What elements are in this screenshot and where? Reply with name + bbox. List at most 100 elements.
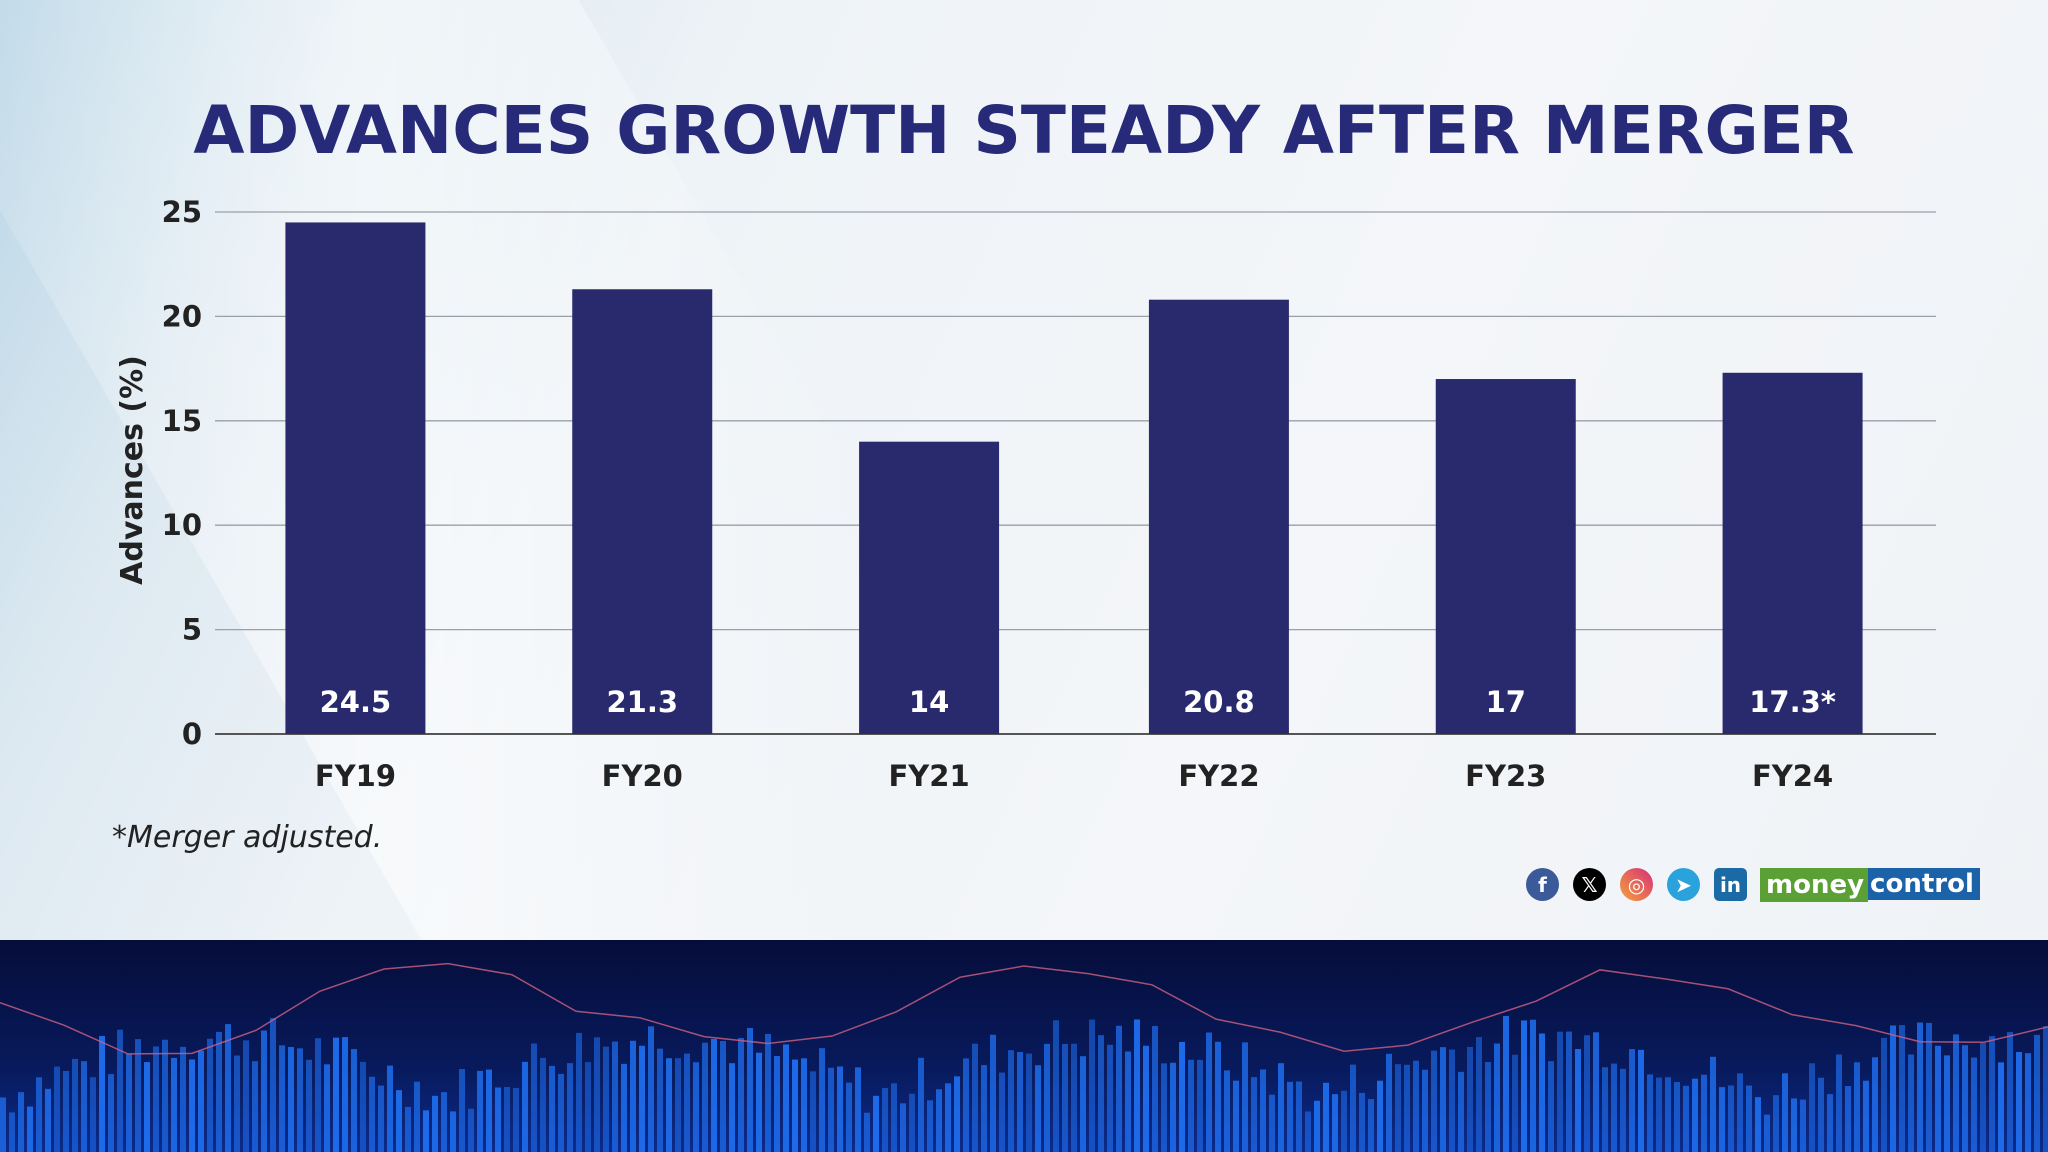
- bar: [285, 222, 426, 734]
- banner-bar: [1413, 1060, 1419, 1152]
- banner-bar: [1728, 1085, 1734, 1152]
- banner-bar: [981, 1065, 987, 1152]
- social-links: f 𝕏 ◎ ➤ in: [1526, 868, 1747, 901]
- banner-bar: [1701, 1074, 1707, 1152]
- banner-bar: [1971, 1057, 1977, 1152]
- banner-bar: [918, 1057, 924, 1152]
- banner-bar: [414, 1081, 420, 1152]
- banner-bar: [1296, 1081, 1302, 1152]
- banner-bar: [243, 1040, 249, 1152]
- banner-bar: [1575, 1048, 1581, 1152]
- banner-bar: [1764, 1114, 1770, 1152]
- banner-bar: [846, 1082, 852, 1152]
- banner-bar: [1071, 1043, 1077, 1152]
- banner-bar: [405, 1106, 411, 1152]
- banner-bar: [72, 1058, 78, 1152]
- banner-bar: [837, 1066, 843, 1152]
- banner-bar: [1377, 1080, 1383, 1152]
- banner-bar: [2007, 1032, 2013, 1152]
- banner-bar: [459, 1068, 465, 1152]
- banner-bar: [612, 1041, 618, 1152]
- banner-bar: [1125, 1051, 1131, 1152]
- linkedin-icon[interactable]: in: [1714, 868, 1747, 901]
- x-tick-label: FY22: [1178, 759, 1259, 793]
- banner-bar: [1386, 1053, 1392, 1152]
- banner-bar: [738, 1038, 744, 1152]
- banner-bar: [531, 1043, 537, 1152]
- banner-bar: [117, 1029, 123, 1152]
- banner-bar: [774, 1056, 780, 1152]
- banner-bar: [1719, 1087, 1725, 1152]
- y-tick-label: 10: [162, 508, 202, 542]
- banner-bar: [279, 1045, 285, 1152]
- banner-bar: [1593, 1032, 1599, 1152]
- banner-bar: [1134, 1019, 1140, 1152]
- banner-bar: [1665, 1077, 1671, 1152]
- banner-bar: [1755, 1097, 1761, 1152]
- banner-bar: [693, 1062, 699, 1152]
- banner-bar: [1530, 1019, 1536, 1152]
- banner-bar: [702, 1042, 708, 1152]
- data-label: 17: [1486, 685, 1526, 719]
- x-icon[interactable]: 𝕏: [1573, 868, 1606, 901]
- facebook-icon[interactable]: f: [1526, 868, 1559, 901]
- telegram-icon[interactable]: ➤: [1667, 868, 1700, 901]
- banner-bar: [1242, 1042, 1248, 1152]
- banner-bar: [1035, 1065, 1041, 1152]
- banner-bar: [639, 1045, 645, 1152]
- logo-part-money: money: [1760, 868, 1869, 902]
- banner-bar: [675, 1058, 681, 1152]
- banner-bar: [1827, 1094, 1833, 1152]
- banner-bar: [1476, 1037, 1482, 1152]
- banner-bar: [342, 1037, 348, 1152]
- banner-bar: [1818, 1077, 1824, 1152]
- banner-line: [0, 962, 2048, 1055]
- banner-bar: [1215, 1041, 1221, 1152]
- y-axis-label: Advances (%): [115, 355, 150, 585]
- banner-bar: [252, 1061, 258, 1152]
- banner-bar: [1395, 1064, 1401, 1152]
- banner-bar: [1485, 1062, 1491, 1152]
- banner-bar: [1287, 1081, 1293, 1152]
- banner-bar: [747, 1027, 753, 1152]
- banner-bar: [549, 1065, 555, 1152]
- banner-bar: [153, 1046, 159, 1152]
- banner-bar: [1350, 1064, 1356, 1152]
- banner-bar: [1233, 1080, 1239, 1152]
- banner-bar: [1449, 1049, 1455, 1152]
- banner-bar: [1062, 1043, 1068, 1152]
- banner-bar: [1980, 1042, 1986, 1152]
- banner-bar: [18, 1092, 24, 1152]
- banner-bar: [972, 1043, 978, 1152]
- banner-bar: [2016, 1052, 2022, 1152]
- banner-bar: [1404, 1064, 1410, 1152]
- banner-bar: [1260, 1069, 1266, 1152]
- banner-bar: [207, 1038, 213, 1152]
- banner-bar: [783, 1044, 789, 1152]
- banner-bar: [1251, 1077, 1257, 1152]
- banner-bar: [1044, 1043, 1050, 1152]
- banner-bar: [1179, 1041, 1185, 1152]
- banner-bar: [1332, 1094, 1338, 1152]
- y-tick-label: 0: [182, 717, 202, 751]
- bar-chart: 0 5 10 15 20 25 24.5 FY19 21.3 FY20 14 FY21 20.8 FY22…: [115, 195, 1936, 793]
- banner-bar: [1512, 1054, 1518, 1152]
- banner-bar: [1872, 1057, 1878, 1152]
- banner-bar: [216, 1031, 222, 1152]
- banner-bar: [2025, 1053, 2031, 1152]
- banner-bar: [936, 1089, 942, 1152]
- banner-bar: [27, 1106, 33, 1152]
- banner-bar: [108, 1074, 114, 1152]
- chart-title: ADVANCES GROWTH STEADY AFTER MERGER: [193, 92, 1855, 169]
- instagram-icon[interactable]: ◎: [1620, 868, 1653, 901]
- y-tick-label: 20: [162, 299, 202, 333]
- banner-bar: [1656, 1077, 1662, 1152]
- banner-bar: [522, 1061, 528, 1152]
- banner-bar: [711, 1038, 717, 1152]
- x-tick-label: FY20: [602, 759, 683, 793]
- banner-bar: [306, 1059, 312, 1152]
- data-label: 21.3: [606, 685, 678, 719]
- banner-bar: [657, 1048, 663, 1152]
- banner-bar: [1557, 1031, 1563, 1152]
- banner-bar: [1791, 1098, 1797, 1152]
